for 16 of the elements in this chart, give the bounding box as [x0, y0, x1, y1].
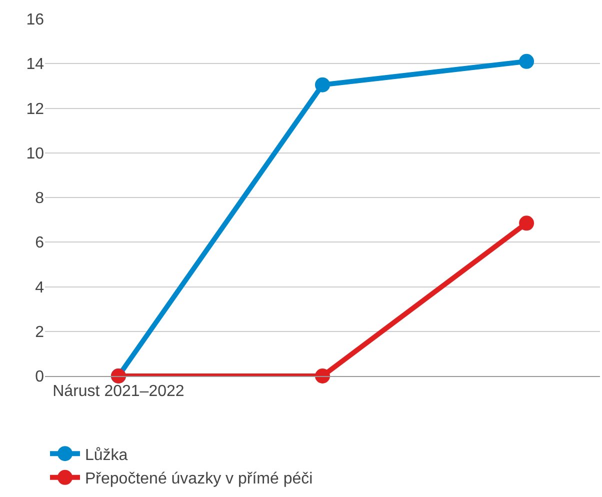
y-tick-label: 6	[35, 234, 44, 252]
y-tick-label: 2	[35, 324, 44, 341]
y-tick-label: 12	[26, 100, 44, 118]
point	[315, 368, 330, 384]
y-tick-label: 14	[26, 56, 44, 74]
legend-label: Přepočtené úvazky v přímé péči	[85, 470, 313, 488]
y-tick-label: 0	[35, 368, 44, 386]
point	[519, 54, 534, 69]
point	[315, 77, 330, 92]
y-tick-label: 10	[26, 145, 44, 162]
x-tick-label: Nárust 2021–2022	[52, 383, 184, 400]
point	[519, 216, 534, 231]
y-tick-label: 8	[35, 190, 44, 208]
y-tick-label: 4	[35, 279, 44, 296]
y-tick-label: 16	[26, 12, 44, 29]
legend-label: Lůžka	[85, 446, 128, 464]
